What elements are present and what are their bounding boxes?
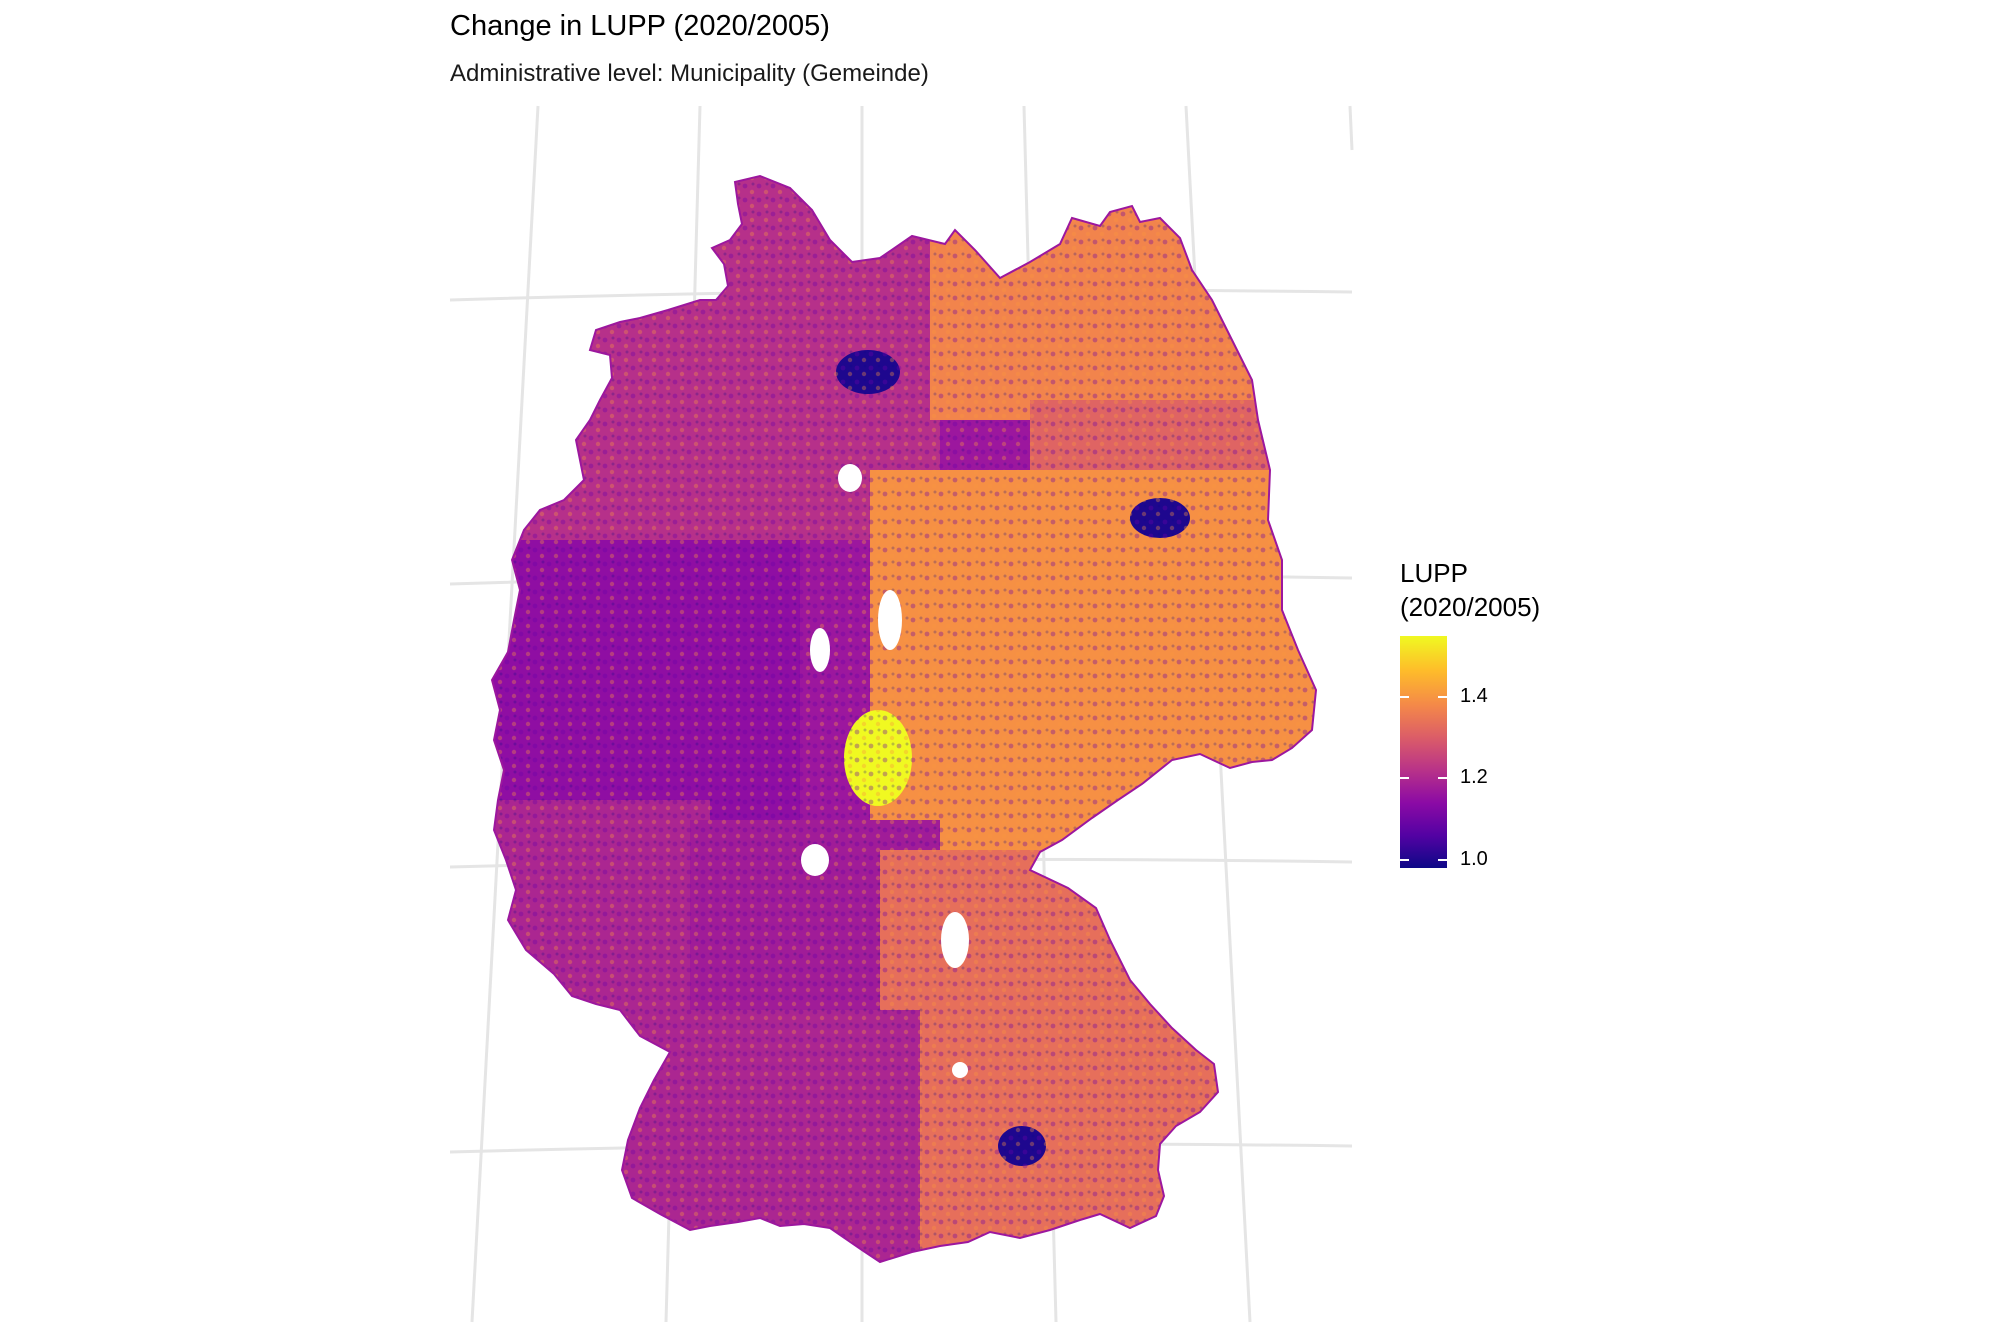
germany-regions bbox=[491, 175, 1317, 1263]
legend-title-line1: LUPP bbox=[1400, 558, 1468, 588]
legend-colorbar bbox=[1400, 636, 1447, 868]
legend-title-line2: (2020/2005) bbox=[1400, 592, 1541, 622]
legend-tick-mark bbox=[1400, 696, 1409, 699]
legend-title: LUPP (2020/2005) bbox=[1400, 556, 1540, 624]
color-legend: LUPP (2020/2005) 1.0 1.2 1.4 bbox=[1400, 556, 1540, 870]
legend-tick-label: 1.2 bbox=[1460, 766, 1488, 789]
chart-title: Change in LUPP (2020/2005) bbox=[450, 10, 830, 42]
legend-tick-label: 1.4 bbox=[1460, 685, 1488, 708]
legend-tick-mark bbox=[1438, 858, 1447, 861]
legend-tick-mark bbox=[1438, 696, 1447, 699]
chart-subtitle: Administrative level: Municipality (Geme… bbox=[450, 60, 929, 87]
legend-tick-mark bbox=[1400, 777, 1409, 780]
legend-tick-mark bbox=[1438, 777, 1447, 780]
legend-tick-mark bbox=[1400, 858, 1409, 861]
legend-tick-label: 1.0 bbox=[1460, 847, 1488, 870]
missing-data-areas bbox=[801, 464, 969, 1078]
